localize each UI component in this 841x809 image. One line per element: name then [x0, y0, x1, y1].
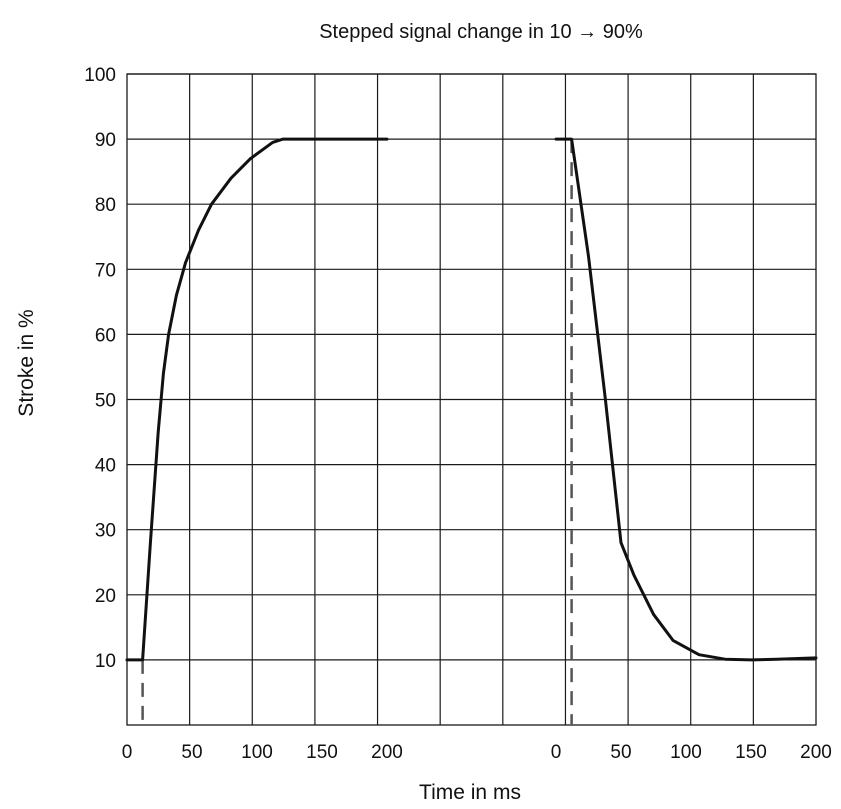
y-tick-label: 50: [95, 391, 116, 412]
stroke-traces: [125, 137, 818, 662]
chart-title: Stepped signal change in 10 → 90%: [319, 21, 643, 43]
y-tick-label: 30: [95, 521, 116, 542]
y-tick-label: 60: [95, 325, 116, 346]
y-tick-label: 10: [95, 651, 116, 672]
y-tick-label: 40: [95, 456, 116, 477]
y-tick-label: 70: [95, 260, 116, 281]
x-axis-ticks: 0 50 100 150 200 0 50 100 150 200: [122, 742, 832, 763]
x-tick-label: 100: [241, 742, 273, 763]
x-tick-label: 200: [371, 742, 403, 763]
x-tick-label: 150: [735, 742, 767, 763]
falling-trace: [554, 137, 818, 662]
y-axis-ticks: 10 20 30 40 50 60 70 80 90 100: [84, 65, 116, 672]
x-tick-label: 0: [122, 742, 133, 763]
x-tick-label: 200: [800, 742, 832, 763]
rising-trace: [125, 137, 389, 662]
x-tick-label: 100: [670, 742, 702, 763]
x-tick-label: 50: [181, 742, 202, 763]
x-tick-label: 0: [551, 742, 562, 763]
grid: [126, 73, 817, 726]
x-axis-label: Time in ms: [419, 781, 521, 804]
y-tick-label: 90: [95, 130, 116, 151]
x-tick-label: 50: [610, 742, 631, 763]
y-axis-label: Stroke in %: [15, 309, 38, 416]
y-tick-label: 100: [84, 65, 116, 86]
x-tick-label: 150: [306, 742, 338, 763]
y-tick-label: 20: [95, 586, 116, 607]
y-tick-label: 80: [95, 195, 116, 216]
step-markers: [141, 139, 573, 725]
